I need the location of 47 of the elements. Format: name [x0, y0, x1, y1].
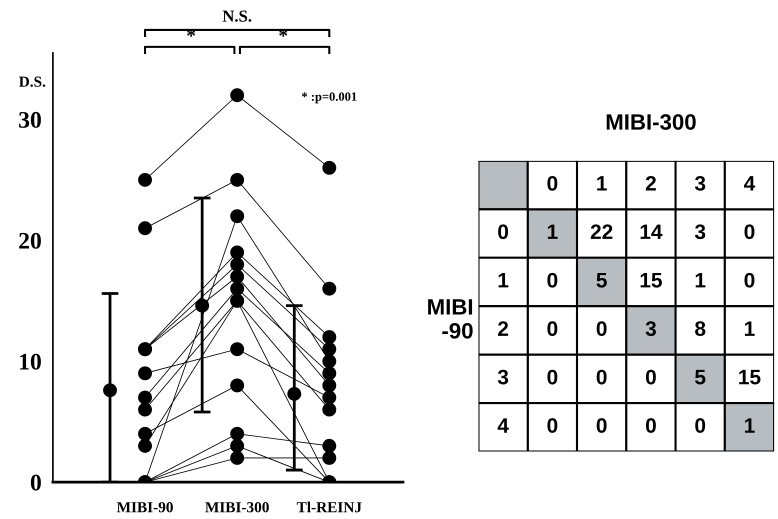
text: N.S.: [222, 10, 252, 22]
data-label: 0: [596, 418, 607, 433]
x-tick-label: MIBI-90: [116, 502, 173, 512]
data-label: 1: [744, 321, 755, 336]
data-label: 8: [695, 321, 706, 336]
y-tick-label: 2: [498, 321, 508, 336]
x-tick-label: MIBI-300: [205, 502, 269, 512]
data-label: 0: [596, 370, 607, 384]
x-tick-label: Tl-REINJ: [296, 502, 362, 512]
y-tick-label: 0: [30, 474, 41, 491]
y-axis-title: MIBI -90: [428, 299, 473, 339]
data-label: 3: [646, 321, 656, 336]
data-label: 0: [547, 418, 558, 433]
data-label: 1: [548, 224, 558, 239]
data-label: 1: [696, 273, 706, 288]
data-label: 0: [646, 370, 656, 384]
data-label: 22: [590, 224, 612, 239]
chart-title: MIBI-300: [606, 114, 696, 130]
data-label: 15: [739, 370, 760, 384]
data-label: 0: [547, 272, 558, 288]
y-tick-label: 4: [498, 418, 509, 433]
data-label: 15: [640, 273, 662, 288]
annotation: * :p=0.001: [302, 92, 357, 104]
x-tick-label: 2: [646, 176, 656, 190]
y-tick-label: 20: [19, 232, 41, 249]
data-label: 3: [694, 224, 706, 240]
data-label: 0: [547, 321, 558, 336]
x-tick-label: 1: [597, 176, 607, 190]
y-axis-title: D.S.: [19, 76, 46, 87]
data-label: 14: [640, 224, 662, 239]
x-tick-label: 3: [694, 176, 706, 191]
y-tick-label: 1: [498, 273, 508, 288]
y-tick-label: 3: [498, 370, 508, 384]
data-label: 5: [695, 370, 706, 384]
x-tick-label: 4: [744, 176, 756, 190]
data-label: 0: [646, 418, 656, 433]
data-label: 1: [744, 418, 755, 433]
data-label: 0: [547, 370, 558, 384]
y-tick-label: 10: [20, 354, 41, 370]
data-label: 0: [596, 321, 607, 336]
data-label: 0: [744, 224, 754, 240]
y-tick-label: 0: [498, 224, 508, 240]
y-tick-label: 30: [19, 112, 41, 128]
data-label: 5: [596, 273, 607, 288]
data-label: 0: [744, 272, 754, 288]
data-label: 0: [695, 418, 706, 433]
x-tick-label: 0: [547, 176, 558, 191]
